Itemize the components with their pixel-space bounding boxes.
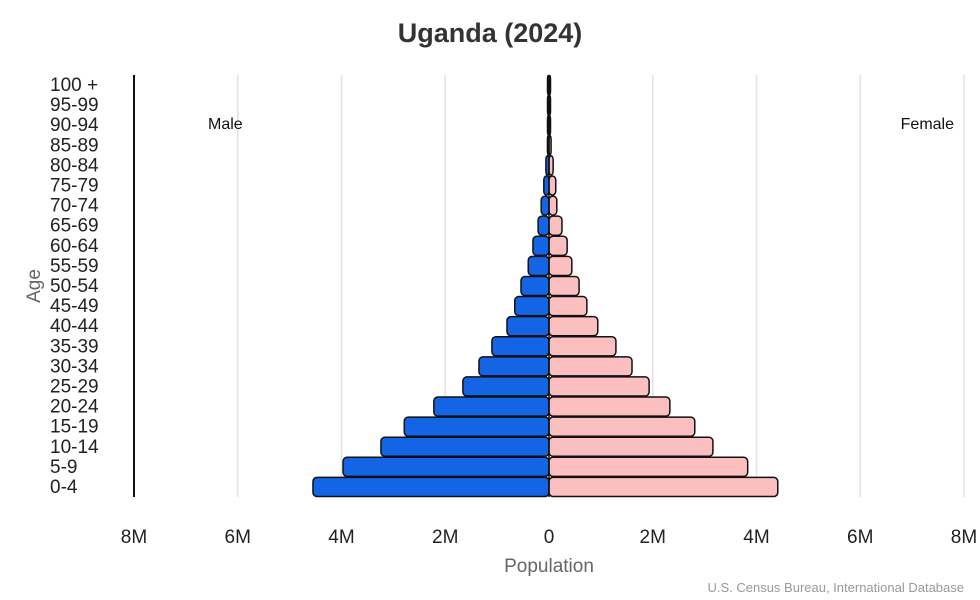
y-tick-label: 5-9 <box>50 457 77 478</box>
y-tick-label: 0-4 <box>50 477 78 498</box>
bar-female-0-4 <box>548 476 779 498</box>
bar-male-65-69 <box>537 215 550 237</box>
bar-male-0-4 <box>312 476 550 498</box>
x-tick-label: 6M <box>847 527 873 548</box>
y-tick-label: 30-34 <box>50 356 99 377</box>
x-tick-label: 8M <box>951 527 977 548</box>
bar-male-40-44 <box>506 315 550 337</box>
bar-female-55-59 <box>548 255 573 277</box>
bar-male-70-74 <box>540 195 550 216</box>
bar-female-35-39 <box>548 335 617 357</box>
y-tick-label: 20-24 <box>50 397 99 418</box>
y-tick-label: 25-29 <box>50 376 99 397</box>
y-tick-label: 85-89 <box>50 135 99 156</box>
bar-male-75-79 <box>543 175 550 196</box>
source-note: U.S. Census Bureau, International Databa… <box>707 580 964 595</box>
y-tick-label: 95-99 <box>50 95 99 116</box>
bar-female-10-14 <box>548 436 714 458</box>
y-tick-label: 40-44 <box>50 316 99 337</box>
y-axis-label: Age <box>24 269 45 303</box>
x-tick-label: 2M <box>640 527 666 548</box>
bar-female-30-34 <box>548 356 633 377</box>
bar-male-30-34 <box>478 356 550 377</box>
bar-male-35-39 <box>491 335 550 357</box>
bar-male-45-49 <box>514 295 550 317</box>
bar-male-5-9 <box>342 456 550 478</box>
legend-female: Female <box>901 116 954 133</box>
y-tick-label: 60-64 <box>50 236 99 257</box>
x-tick-label: 4M <box>743 527 769 548</box>
bar-male-25-29 <box>462 376 550 397</box>
bar-male-55-59 <box>527 255 550 277</box>
bar-female-75-79 <box>548 175 557 196</box>
y-tick-label: 15-19 <box>50 417 99 438</box>
y-tick-label: 90-94 <box>50 115 99 136</box>
bar-male-60-64 <box>532 235 550 257</box>
y-tick-label: 35-39 <box>50 336 99 357</box>
y-tick-label: 70-74 <box>50 196 99 217</box>
y-tick-label: 55-59 <box>50 256 99 277</box>
bar-female-25-29 <box>548 376 650 397</box>
bar-female-20-24 <box>548 396 671 417</box>
x-tick-label: 4M <box>328 527 354 548</box>
y-tick-label: 10-14 <box>50 437 99 458</box>
bar-female-45-49 <box>548 295 588 317</box>
x-axis-label: Population <box>504 556 594 577</box>
x-tick-label: 8M <box>121 527 147 548</box>
x-tick-label: 2M <box>432 527 458 548</box>
bar-female-40-44 <box>548 315 599 337</box>
x-tick-label: 0 <box>544 527 555 548</box>
chart-title: Uganda (2024) <box>398 18 583 48</box>
y-tick-label: 50-54 <box>50 276 99 297</box>
bar-female-15-19 <box>548 416 696 437</box>
x-tick-label: 6M <box>225 527 251 548</box>
bar-male-50-54 <box>520 275 550 297</box>
bar-female-50-54 <box>548 275 580 297</box>
bar-female-65-69 <box>548 215 563 237</box>
y-tick-label: 100 + <box>50 75 98 96</box>
y-tick-label: 65-69 <box>50 216 99 237</box>
bar-female-5-9 <box>548 456 749 478</box>
bar-male-20-24 <box>433 396 550 417</box>
bar-male-10-14 <box>380 436 550 458</box>
legend-male: Male <box>208 116 243 133</box>
bar-male-15-19 <box>403 416 550 437</box>
bar-female-60-64 <box>548 235 568 257</box>
y-tick-label: 75-79 <box>50 176 99 197</box>
bar-female-70-74 <box>548 195 558 216</box>
y-tick-label: 45-49 <box>50 296 99 317</box>
y-tick-label: 80-84 <box>50 155 99 176</box>
